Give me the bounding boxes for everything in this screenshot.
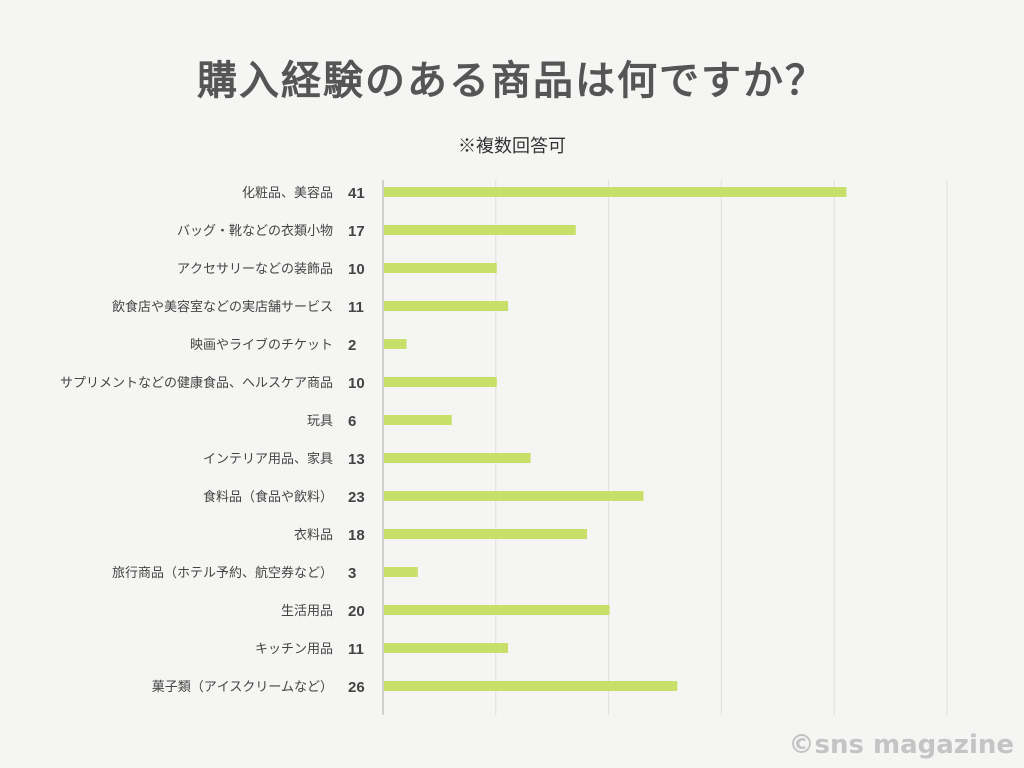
bar — [384, 529, 588, 539]
category-label: アクセサリーなどの装飾品 — [177, 262, 333, 277]
value-label: 10 — [348, 375, 365, 392]
bar — [384, 377, 497, 387]
bar — [384, 225, 576, 235]
value-label: 41 — [348, 185, 365, 202]
bar — [384, 187, 847, 197]
value-label: 18 — [348, 527, 365, 544]
category-label: 菓子類（アイスクリームなど） — [152, 680, 333, 695]
category-label: 映画やライブのチケット — [190, 337, 333, 353]
bar — [384, 263, 497, 273]
category-label: キッチン用品 — [255, 642, 333, 657]
category-label: インテリア用品、家具 — [203, 451, 333, 467]
bar — [384, 567, 418, 577]
value-label: 3 — [348, 565, 356, 582]
value-label: 20 — [348, 603, 365, 620]
category-label: 化粧品、美容品 — [242, 185, 333, 201]
category-label: サプリメントなどの健康食品、ヘルスケア商品 — [60, 375, 333, 391]
bar — [384, 491, 644, 501]
bar — [384, 681, 678, 691]
value-label: 23 — [348, 489, 365, 506]
value-label: 13 — [348, 451, 365, 468]
category-label: 生活用品 — [281, 604, 333, 619]
bar — [384, 301, 509, 311]
value-label: 11 — [348, 299, 364, 316]
bar — [384, 339, 407, 349]
chart-subtitle: ※複数回答可 — [458, 136, 566, 157]
category-label: 衣料品 — [294, 527, 333, 543]
chart-title: 購入経験のある商品は何ですか？ — [197, 58, 827, 104]
bar — [384, 643, 509, 653]
value-label: 2 — [348, 337, 356, 354]
value-label: 10 — [348, 261, 365, 278]
value-label: 26 — [348, 679, 365, 696]
category-label: 玩具 — [307, 414, 333, 429]
category-label: バッグ・靴などの衣類小物 — [177, 223, 333, 239]
value-label: 6 — [348, 413, 356, 430]
bar — [384, 453, 531, 463]
value-label: 11 — [348, 641, 364, 658]
category-label: 旅行商品（ホテル予約、航空券など） — [112, 565, 333, 581]
bar — [384, 415, 452, 425]
bar — [384, 605, 610, 615]
value-label: 17 — [348, 223, 365, 240]
category-label: 飲食店や美容室などの実店舗サービス — [112, 299, 333, 315]
category-label: 食料品（食品や飲料） — [203, 489, 333, 505]
watermark: ©sns magazine — [788, 730, 1015, 760]
